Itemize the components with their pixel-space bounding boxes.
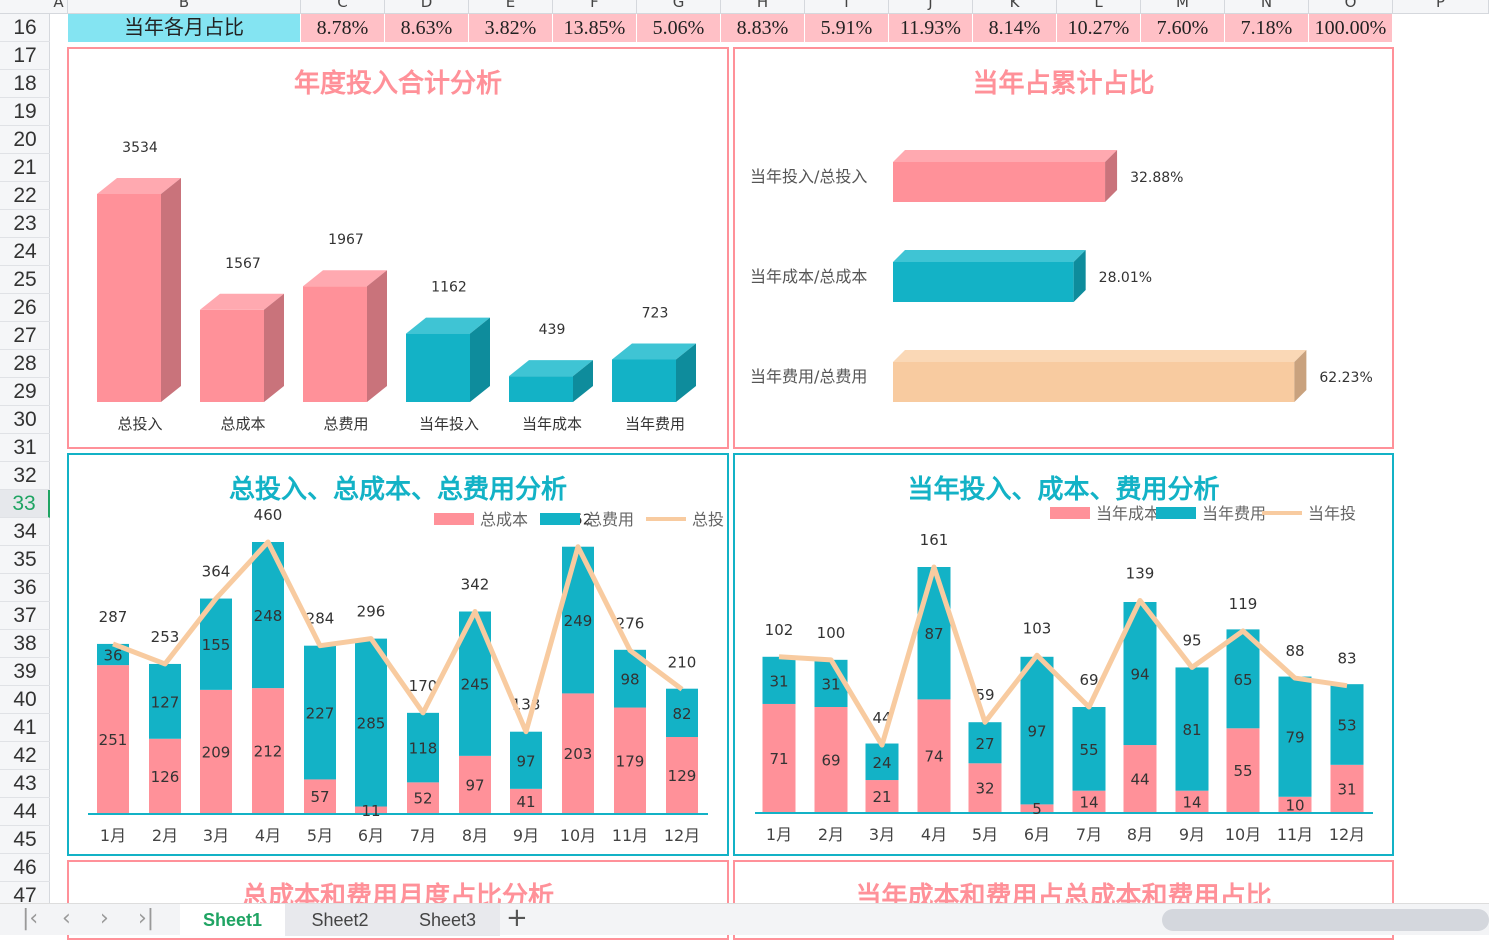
chart-current-ratio[interactable]: 当年占累计占比 [733, 47, 1394, 449]
chart-title: 当年投入、成本、费用分析 [907, 475, 1220, 505]
column-header[interactable]: A [50, 0, 68, 13]
row-header[interactable]: 40 [0, 686, 50, 714]
row-header[interactable]: 33 [0, 490, 50, 518]
column-header[interactable]: O [1309, 0, 1393, 13]
row-header[interactable]: 29 [0, 378, 50, 406]
prev-sheet-icon[interactable]: ‹ [62, 906, 71, 931]
next-sheet-icon[interactable]: › [100, 906, 109, 931]
row-header[interactable]: 30 [0, 406, 50, 434]
row-header[interactable]: 44 [0, 798, 50, 826]
month-ratio-cell[interactable]: 100.00% [1309, 14, 1393, 42]
add-sheet-icon[interactable]: + [506, 903, 528, 933]
tab-sheet2[interactable]: Sheet2 [285, 904, 395, 936]
month-ratio-cell[interactable]: 3.82% [469, 14, 553, 42]
chart-title: 总投入、总成本、总费用分析 [228, 475, 567, 505]
row-header[interactable]: 25 [0, 266, 50, 294]
horizontal-scrollbar[interactable] [1162, 909, 1489, 931]
row-header[interactable]: 45 [0, 826, 50, 854]
column-header[interactable]: C [301, 0, 385, 13]
row-header[interactable]: 17 [0, 42, 50, 70]
chart-title: 当年占累计占比 [972, 69, 1155, 99]
chart-current-analysis[interactable]: 当年投入、成本、费用分析 [733, 453, 1394, 856]
column-header[interactable]: I [805, 0, 889, 13]
column-header[interactable]: N [1225, 0, 1309, 13]
last-sheet-icon[interactable]: ›| [138, 906, 155, 931]
chart-title: 年度投入合计分析 [293, 69, 502, 99]
column-header[interactable]: F [553, 0, 637, 13]
row-header[interactable]: 20 [0, 126, 50, 154]
row-header[interactable]: 37 [0, 602, 50, 630]
row-header[interactable]: 46 [0, 854, 50, 882]
month-ratio-cell[interactable]: 8.78% [301, 14, 385, 42]
row-header[interactable]: 18 [0, 70, 50, 98]
column-header[interactable]: M [1141, 0, 1225, 13]
row-header-bar: 16 17 18 19 20 21 22 23 24 25 26 27 28 29 30 31 32 33 34 35… [0, 14, 50, 910]
row-header[interactable]: 31 [0, 434, 50, 462]
row-header[interactable]: 21 [0, 154, 50, 182]
row-header[interactable]: 23 [0, 210, 50, 238]
month-ratio-cell[interactable]: 11.93% [889, 14, 973, 42]
column-header[interactable]: P [1393, 0, 1489, 13]
month-ratio-cell[interactable]: 7.18% [1225, 14, 1309, 42]
column-header[interactable]: D [385, 0, 469, 13]
first-sheet-icon[interactable]: |‹ [22, 906, 39, 931]
chart-annual-investment[interactable]: 年度投入合计分析 [67, 47, 729, 449]
tab-sheet1[interactable]: Sheet1 [180, 904, 285, 936]
row-header[interactable]: 28 [0, 350, 50, 378]
row-header[interactable]: 16 [0, 14, 50, 42]
row-header[interactable]: 19 [0, 98, 50, 126]
row-header[interactable]: 36 [0, 574, 50, 602]
row-header[interactable]: 27 [0, 322, 50, 350]
column-header[interactable]: G [637, 0, 721, 13]
row-header[interactable]: 34 [0, 518, 50, 546]
month-ratio-cell[interactable]: 13.85% [553, 14, 637, 42]
row-header[interactable]: 35 [0, 546, 50, 574]
row-header[interactable]: 38 [0, 630, 50, 658]
row-header[interactable]: 32 [0, 462, 50, 490]
row-header[interactable]: 24 [0, 238, 50, 266]
row-header[interactable]: 39 [0, 658, 50, 686]
column-header[interactable]: J [889, 0, 973, 13]
month-ratio-cell[interactable]: 8.14% [973, 14, 1057, 42]
column-header[interactable]: K [973, 0, 1057, 13]
month-ratio-cell[interactable]: 8.63% [385, 14, 469, 42]
column-header[interactable]: B [68, 0, 301, 13]
row16-label-cell[interactable]: 当年各月占比 [68, 14, 301, 42]
row-header[interactable]: 26 [0, 294, 50, 322]
month-ratio-cell[interactable]: 5.06% [637, 14, 721, 42]
sheet-tab-bar: |‹ ‹ › ›| Sheet1 Sheet2 Sheet3 + [0, 903, 1489, 936]
column-header[interactable]: E [469, 0, 553, 13]
row-header[interactable]: 22 [0, 182, 50, 210]
tab-sheet3[interactable]: Sheet3 [395, 904, 500, 936]
row-header[interactable]: 43 [0, 770, 50, 798]
column-header[interactable]: L [1057, 0, 1141, 13]
row-header[interactable]: 42 [0, 742, 50, 770]
chart-total-analysis[interactable]: 总投入、总成本、总费用分析 [67, 453, 729, 856]
column-header[interactable]: H [721, 0, 805, 13]
month-ratio-cell[interactable]: 10.27% [1057, 14, 1141, 42]
month-ratio-cell[interactable]: 8.83% [721, 14, 805, 42]
month-ratio-cell[interactable]: 7.60% [1141, 14, 1225, 42]
month-ratio-cell[interactable]: 5.91% [805, 14, 889, 42]
row-header[interactable]: 41 [0, 714, 50, 742]
